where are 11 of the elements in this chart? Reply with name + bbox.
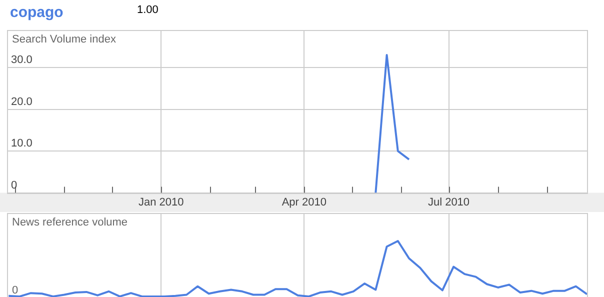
x-tick-label: Jan 2010 xyxy=(138,196,184,208)
text: copago xyxy=(10,4,64,21)
y-tick-label: 0 xyxy=(11,179,18,192)
x-tick-label: Apr 2010 xyxy=(282,196,326,208)
y-tick-label: 30.0 xyxy=(11,54,32,66)
text: 1.00 xyxy=(137,4,158,16)
y-axis-title: Search Volume index xyxy=(12,34,116,46)
y-axis-title: News reference volume xyxy=(12,216,128,229)
y-tick-label: 20.0 xyxy=(11,96,32,108)
y-tick-label: 10.0 xyxy=(11,138,32,150)
x-tick-label: Jul 2010 xyxy=(428,196,470,208)
